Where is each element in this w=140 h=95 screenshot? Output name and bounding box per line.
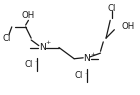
Text: ⁻: ⁻ bbox=[34, 62, 38, 67]
Text: Cl: Cl bbox=[74, 71, 82, 80]
Text: ⁻: ⁻ bbox=[84, 73, 88, 78]
Text: N: N bbox=[83, 54, 90, 63]
Text: Cl: Cl bbox=[2, 34, 10, 43]
Text: +: + bbox=[90, 52, 95, 57]
Text: +: + bbox=[46, 40, 51, 45]
Text: Cl: Cl bbox=[24, 60, 33, 69]
Text: OH: OH bbox=[121, 22, 135, 31]
Text: Cl: Cl bbox=[107, 4, 116, 13]
Text: N: N bbox=[39, 43, 46, 52]
Text: OH: OH bbox=[22, 11, 35, 20]
